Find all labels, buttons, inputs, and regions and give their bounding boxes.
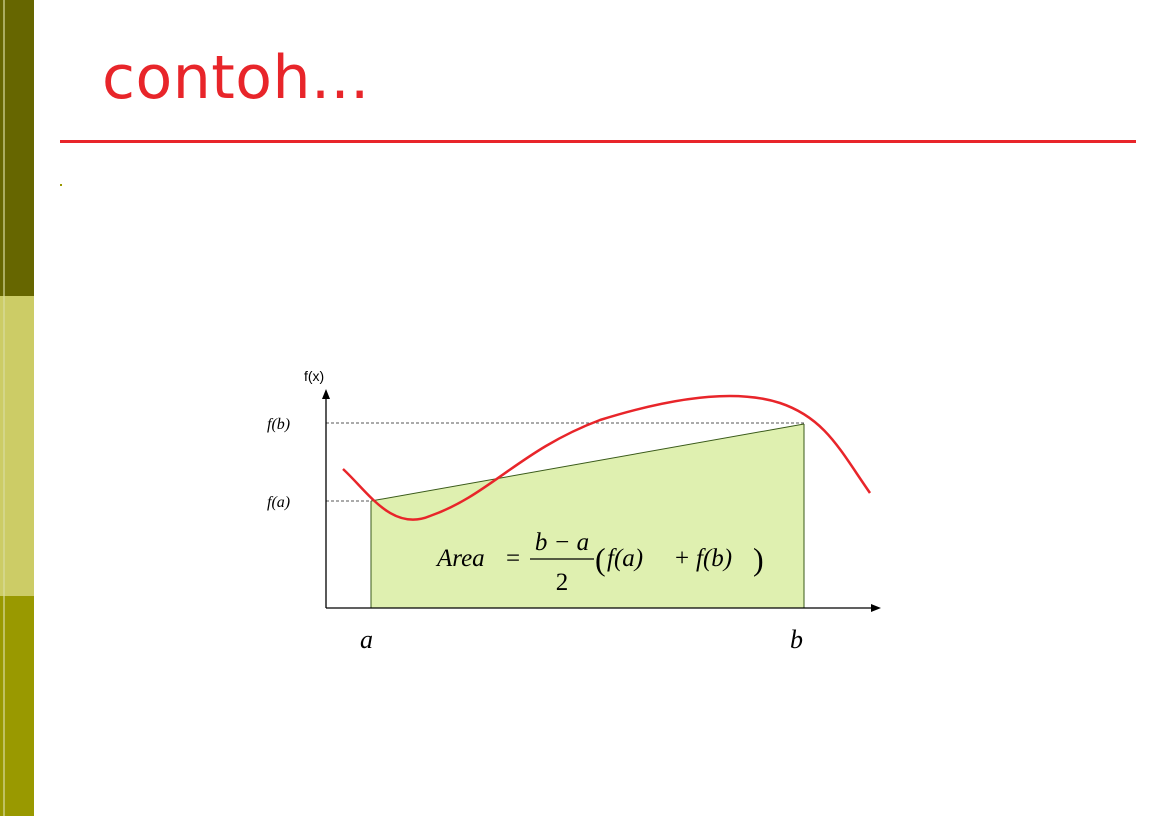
formula-numerator: b − a bbox=[535, 529, 589, 556]
formula-area-word: Area bbox=[435, 545, 485, 572]
sidebar-edge-line bbox=[3, 0, 5, 816]
formula-open-paren: ( bbox=[595, 541, 606, 577]
x-axis-arrow-icon bbox=[871, 604, 881, 612]
formula-plus: + bbox=[675, 545, 689, 572]
y-axis-arrow-icon bbox=[322, 389, 330, 399]
trapezoid-top-edge bbox=[370, 423, 805, 502]
bullet-dot bbox=[60, 184, 62, 186]
trapezoid-area bbox=[371, 424, 804, 608]
formula-denominator: 2 bbox=[556, 569, 569, 596]
title-underline bbox=[60, 140, 1136, 143]
sidebar-bottom-block bbox=[0, 596, 34, 816]
slide-title: contoh... bbox=[102, 43, 370, 113]
b-label: b bbox=[790, 625, 803, 654]
formula-equals: = bbox=[506, 545, 520, 572]
formula-fb-term: f(b) bbox=[696, 545, 732, 572]
fa-label: f(a) bbox=[267, 494, 290, 511]
function-curve bbox=[342, 394, 872, 521]
fb-label: f(b) bbox=[267, 416, 290, 433]
formula-close-paren: ) bbox=[753, 541, 764, 577]
sidebar-middle-block bbox=[0, 296, 34, 596]
sidebar-top-block bbox=[0, 0, 34, 296]
formula-fa-term: f(a) bbox=[607, 545, 643, 572]
y-axis-label: f(x) bbox=[304, 368, 324, 384]
a-label: a bbox=[360, 625, 373, 654]
